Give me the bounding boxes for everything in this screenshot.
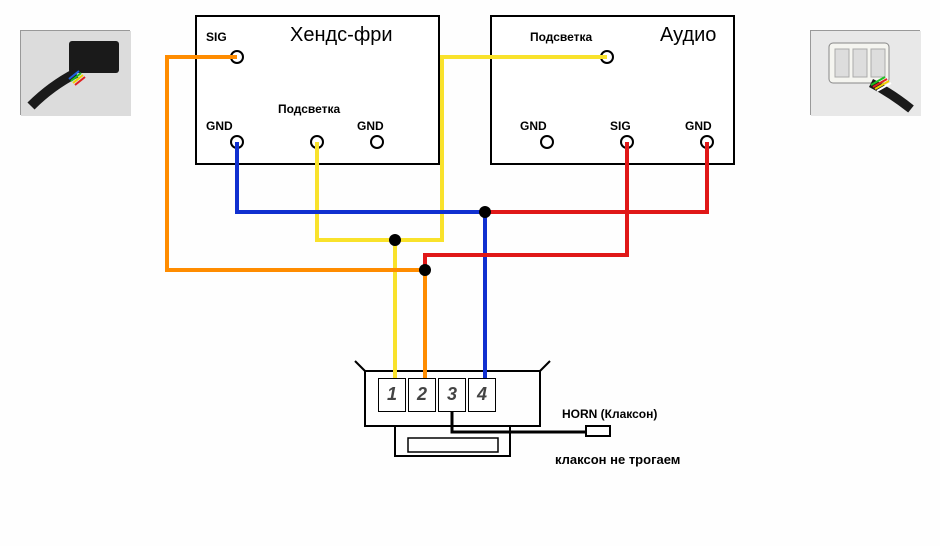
handsfree-gnd2-label: GND <box>357 119 384 133</box>
handsfree-gnd1-label: GND <box>206 119 233 133</box>
connector-slot-2: 2 <box>408 378 436 412</box>
audio-gnd1-pin <box>540 135 554 149</box>
audio-title: Аудио <box>660 24 716 47</box>
handsfree-title: Хендс-фри <box>290 24 393 47</box>
left-connector-photo <box>20 30 130 115</box>
junction-1 <box>389 234 401 246</box>
horn-label: HORN (Клаксон) <box>562 407 657 421</box>
audio-sig-pin <box>620 135 634 149</box>
wire-blue <box>237 142 485 378</box>
horn-box <box>585 425 611 437</box>
audio-light-label: Подсветка <box>530 30 592 44</box>
handsfree-gnd2-pin <box>370 135 384 149</box>
handsfree-gnd1-pin <box>230 135 244 149</box>
handsfree-sig-pin <box>230 50 244 64</box>
audio-gnd1-label: GND <box>520 119 547 133</box>
connector-slot-3: 3 <box>438 378 466 412</box>
bottom-connector-outline <box>0 0 940 546</box>
junction-3 <box>419 264 431 276</box>
right-connector-photo <box>810 30 920 115</box>
wiring-layer <box>0 0 940 546</box>
audio-light-pin <box>600 50 614 64</box>
junction-2 <box>479 206 491 218</box>
connector-slot-1: 1 <box>378 378 406 412</box>
handsfree-light-pin <box>310 135 324 149</box>
audio-sig-label: SIG <box>610 119 631 133</box>
connector-slot-4: 4 <box>468 378 496 412</box>
handsfree-sig-label: SIG <box>206 30 227 44</box>
handsfree-light-label: Подсветка <box>278 102 340 116</box>
horn-note: клаксон не трогаем <box>555 452 680 467</box>
audio-gnd2-label: GND <box>685 119 712 133</box>
wire-yellow-hf <box>317 142 395 378</box>
audio-gnd2-pin <box>700 135 714 149</box>
